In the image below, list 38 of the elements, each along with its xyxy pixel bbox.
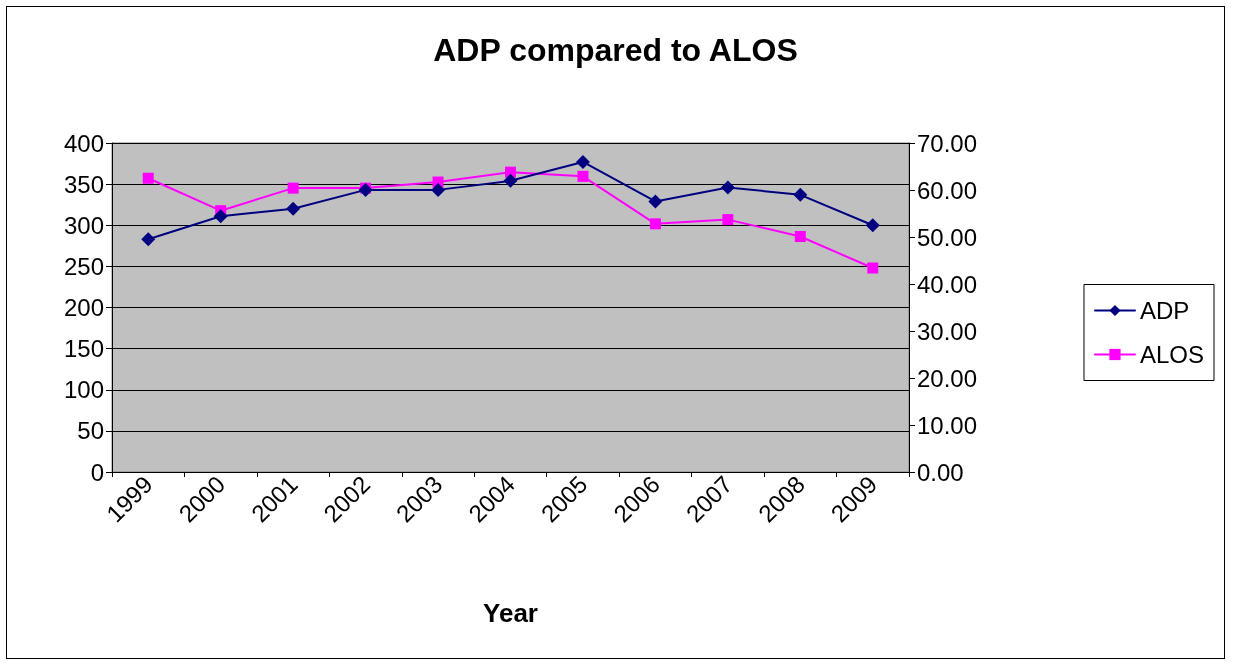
- y-tick-label: 400: [63, 129, 104, 157]
- point: [141, 232, 156, 247]
- point: [431, 182, 446, 197]
- y2-tick-label: 60.00: [917, 176, 978, 204]
- point: [720, 180, 735, 195]
- point: [286, 201, 301, 216]
- x-axis-title: Year: [483, 598, 538, 628]
- y-tick-label: 250: [63, 252, 104, 280]
- point: [722, 214, 734, 226]
- point: [794, 231, 806, 243]
- y2-tick-label: 40.00: [917, 270, 978, 298]
- y2-tick-label: 30.00: [917, 317, 978, 345]
- y-tick-label: 150: [63, 335, 104, 363]
- point: [287, 182, 299, 194]
- point: [575, 154, 590, 169]
- y-tick-label: 0: [90, 458, 104, 486]
- point: [142, 172, 154, 184]
- point: [865, 218, 880, 233]
- point: [213, 209, 228, 224]
- y-tick-label: 350: [63, 170, 104, 198]
- point: [793, 187, 808, 202]
- point: [649, 218, 661, 230]
- point: [867, 262, 879, 274]
- legend-label: ALOS: [1139, 341, 1204, 368]
- y-tick-label: 200: [63, 294, 104, 321]
- y2-tick-label: 70.00: [917, 129, 978, 157]
- y-tick-label: 50: [77, 417, 104, 445]
- point: [503, 173, 518, 188]
- y-tick-label: 100: [63, 376, 104, 404]
- y2-tick-label: 10.00: [917, 411, 978, 439]
- point: [577, 170, 589, 182]
- y2-tick-label: 0.00: [917, 458, 964, 486]
- point: [648, 194, 663, 209]
- chart-title: ADP compared to ALOS: [433, 32, 798, 68]
- legend-label: ADP: [1139, 297, 1190, 324]
- y-tick-label: 300: [63, 211, 104, 239]
- y2-tick-label: 20.00: [917, 364, 978, 392]
- y2-tick-label: 50.00: [917, 223, 978, 251]
